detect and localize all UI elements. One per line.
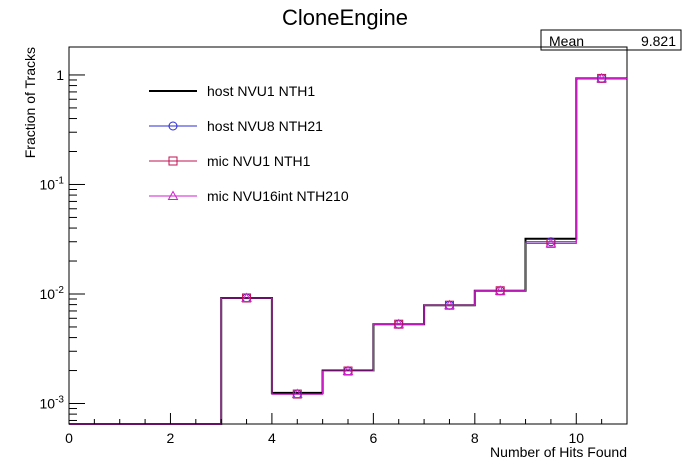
legend: host NVU1 NTH1 host NVU8 NTH21 mic NVU1 NT… <box>149 83 349 204</box>
data-point <box>494 285 506 295</box>
y-axis: 110-110-210-3 <box>40 67 85 421</box>
legend-marker <box>168 156 178 166</box>
series-line-2 <box>69 77 627 425</box>
plot-area <box>69 77 627 425</box>
y-tick-exponent: -3 <box>55 395 64 406</box>
x-tick-label: 2 <box>167 430 175 446</box>
y-tick-base: 10 <box>40 396 56 412</box>
series-line-0 <box>69 77 627 425</box>
y-tick-base: 10 <box>40 176 56 192</box>
legend-marker <box>167 190 179 200</box>
data-point <box>241 292 252 302</box>
stats-value: 9.821 <box>641 33 676 49</box>
series-line-3 <box>69 77 627 425</box>
data-point <box>342 365 354 376</box>
y-tick-exponent: -1 <box>55 175 64 186</box>
x-tick-label: 10 <box>568 430 584 446</box>
legend-entry: mic NVU16int NTH210 <box>207 188 349 204</box>
y-tick-base: 1 <box>56 67 64 83</box>
data-point <box>291 388 303 399</box>
legend-entry: host NVU8 NTH21 <box>207 118 323 134</box>
legend-entry: host NVU1 NTH1 <box>207 83 315 99</box>
stats-label: Mean <box>549 33 584 49</box>
x-tick-label: 0 <box>65 430 73 446</box>
series-line-1 <box>69 77 627 425</box>
x-tick-label: 4 <box>268 430 276 446</box>
legend-marker <box>168 121 178 131</box>
x-tick-label: 8 <box>471 430 479 446</box>
stats-box: Mean 9.821 <box>540 29 682 51</box>
y-axis-label: Fraction of Tracks <box>22 47 38 158</box>
y-tick-exponent: -2 <box>55 285 64 296</box>
y-tick-label: 10-1 <box>40 175 65 192</box>
data-point <box>545 237 557 248</box>
y-tick-base: 10 <box>40 286 56 302</box>
x-tick-label: 6 <box>369 430 377 446</box>
x-axis: 0 2 4 6 8 10 <box>65 413 628 446</box>
data-point <box>596 72 607 83</box>
data-point <box>393 318 405 329</box>
legend-entry: mic NVU1 NTH1 <box>207 153 311 169</box>
data-point <box>444 299 455 310</box>
chart-title: CloneEngine <box>282 5 408 30</box>
y-tick-label: 10-2 <box>40 285 65 302</box>
y-tick-label: 1 <box>56 67 64 83</box>
markers-layer <box>241 72 607 399</box>
y-tick-label: 10-3 <box>40 395 65 412</box>
x-axis-label: Number of Hits Found <box>490 444 627 460</box>
